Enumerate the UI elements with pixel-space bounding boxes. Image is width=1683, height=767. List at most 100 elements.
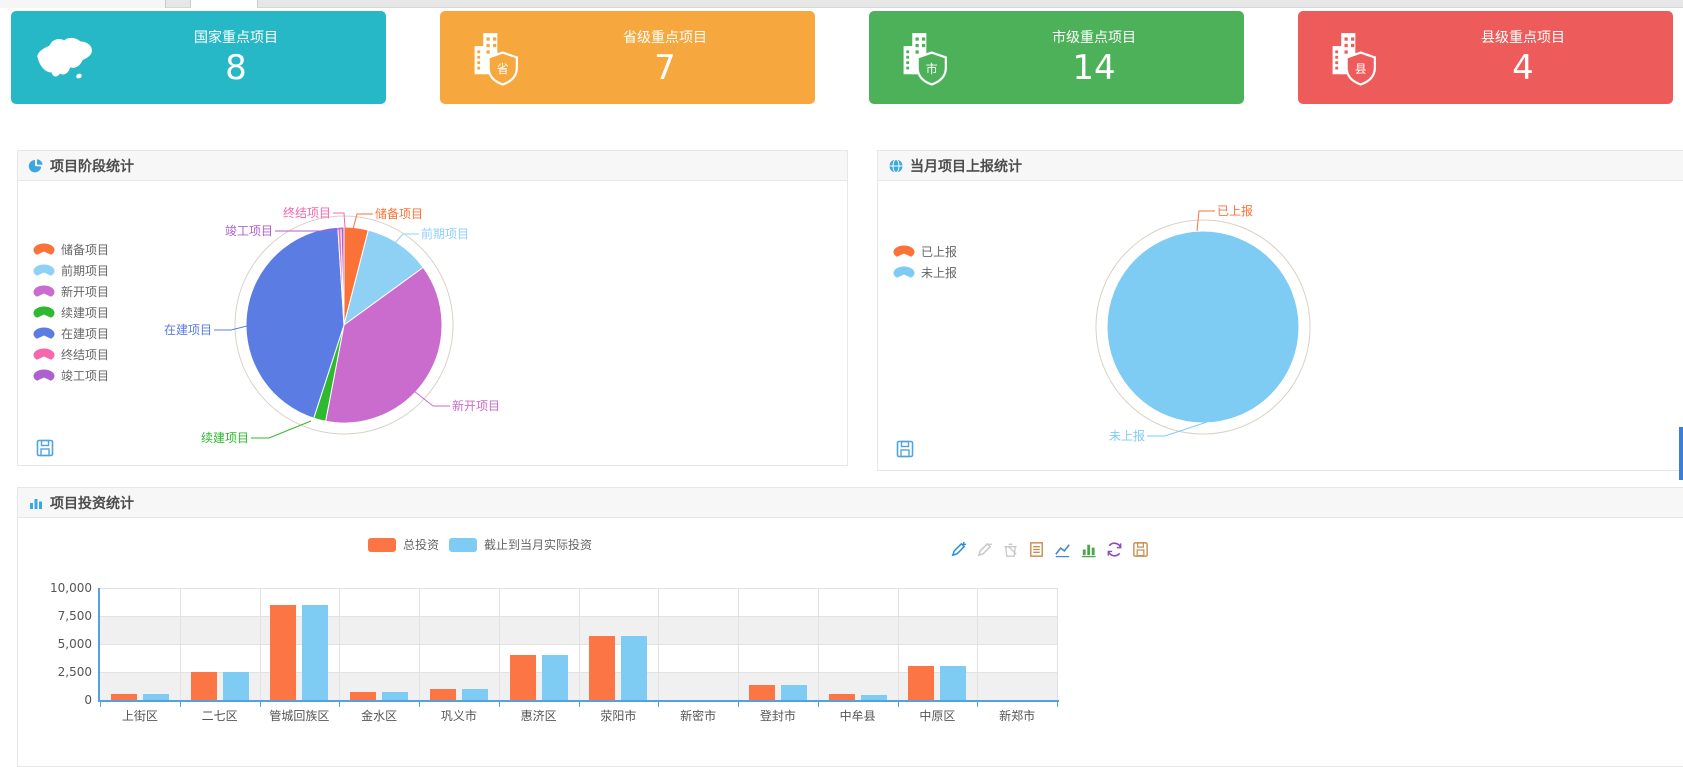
legend-item-新开项目[interactable]: 新开项目 xyxy=(33,281,109,302)
x-axis-tick xyxy=(419,702,420,707)
save-image-icon[interactable] xyxy=(1130,539,1151,560)
bar-截止到当月实际投资-上街区[interactable] xyxy=(142,694,169,700)
save-image-icon[interactable] xyxy=(36,439,54,457)
legend-label: 竣工项目 xyxy=(61,369,110,383)
gridline-x xyxy=(897,588,899,700)
bar-总投资-上街区[interactable] xyxy=(110,694,137,700)
panel-title: 项目投资统计 xyxy=(50,495,134,512)
card-value: 14 xyxy=(1072,47,1116,88)
browser-tab-strip xyxy=(0,0,1683,8)
legend-item-终结项目[interactable]: 终结项目 xyxy=(33,344,109,365)
bar-截止到当月实际投资-管城回族区[interactable] xyxy=(302,604,329,700)
legend-label: 总投资 xyxy=(403,538,440,552)
line-chart-icon[interactable] xyxy=(1052,539,1073,560)
gridline-x xyxy=(817,588,819,700)
pie-slice-新开项目[interactable] xyxy=(325,266,443,424)
save-image-icon[interactable] xyxy=(896,440,914,458)
legend-marker xyxy=(33,347,55,360)
bar-总投资-登封市[interactable] xyxy=(748,684,775,700)
gridline-x xyxy=(658,588,660,700)
bar-总投资-巩义市[interactable] xyxy=(429,689,456,700)
tab-strip-left-segment xyxy=(0,0,166,8)
bar-总投资-金水区[interactable] xyxy=(350,691,377,700)
y-axis-label-5,000: 5,000 xyxy=(57,637,92,651)
legend-item-总投资[interactable]: 总投资 xyxy=(368,536,439,553)
legend-marker xyxy=(33,368,55,381)
bar-截止到当月实际投资-二七区[interactable] xyxy=(222,672,249,700)
x-axis-label-荥阳市: 荥阳市 xyxy=(600,709,637,723)
panel-title: 项目阶段统计 xyxy=(50,158,134,175)
mark-add-icon[interactable] xyxy=(948,539,969,560)
legend-item-已上报[interactable]: 已上报 xyxy=(893,241,957,262)
china-map-icon xyxy=(11,33,116,83)
bar-截止到当月实际投资-惠济区[interactable] xyxy=(541,655,568,700)
x-axis-tick xyxy=(817,702,819,707)
stage-pie-legend: 储备项目 前期项目 新开项目续建项目在建项目终结项目竣工项目 xyxy=(33,239,109,386)
x-axis-label-新密市: 新密市 xyxy=(680,709,717,723)
card-value: 8 xyxy=(225,47,247,88)
report-pie-legend: 已上报未上报 xyxy=(893,241,957,283)
legend-marker xyxy=(33,305,55,318)
panel-monthly-report-header: 当月项目上报统计 xyxy=(878,151,1683,181)
x-axis-tick xyxy=(658,702,660,707)
bar-总投资-二七区[interactable] xyxy=(190,672,217,700)
bar-总投资-荥阳市[interactable] xyxy=(589,636,616,700)
panel-investment-header: 项目投资统计 xyxy=(18,488,1683,518)
bar-截止到当月实际投资-中原区[interactable] xyxy=(940,666,967,700)
gridline-x xyxy=(259,588,261,700)
legend-marker xyxy=(893,265,915,278)
bar-总投资-管城回族区[interactable] xyxy=(270,604,297,700)
card-county-projects[interactable]: 县 县级重点项目 4 xyxy=(1298,11,1673,104)
legend-item-储备项目[interactable]: 储备项目 xyxy=(33,239,109,260)
x-axis-tick xyxy=(897,702,899,707)
data-view-icon[interactable] xyxy=(1026,539,1047,560)
x-axis-label-中原区: 中原区 xyxy=(919,709,956,723)
mark-undo-icon[interactable] xyxy=(974,539,995,560)
bar-总投资-中原区[interactable] xyxy=(908,666,935,700)
legend-label: 续建项目 xyxy=(61,306,110,320)
pie-slice-在建项目[interactable] xyxy=(245,226,345,419)
bar-chart-icon[interactable] xyxy=(1078,539,1099,560)
x-axis-label-金水区: 金水区 xyxy=(361,709,398,723)
legend-marker xyxy=(33,242,55,255)
active-tab[interactable] xyxy=(190,0,258,8)
x-axis-label-惠济区: 惠济区 xyxy=(520,709,557,723)
bar-截止到当月实际投资-中牟县[interactable] xyxy=(860,694,887,700)
bar-chart-legend: 总投资 截止到当月实际投资 xyxy=(368,536,592,553)
pie-slice-未上报[interactable] xyxy=(1106,230,1300,424)
x-axis-tick xyxy=(339,702,341,707)
x-axis-tick xyxy=(578,702,580,707)
x-axis-label-新郑市: 新郑市 xyxy=(999,709,1036,723)
card-value: 7 xyxy=(654,47,676,88)
gridline-x xyxy=(419,588,420,700)
bar-chart-icon xyxy=(30,498,42,509)
legend-item-未上报[interactable]: 未上报 xyxy=(893,262,957,283)
legend-item-续建项目[interactable]: 续建项目 xyxy=(33,302,109,323)
y-axis-label-10,000: 10,000 xyxy=(50,581,92,595)
vertical-scrollbar-thumb[interactable] xyxy=(1679,427,1683,480)
card-province-projects[interactable]: 省 省级重点项目 7 xyxy=(440,11,815,104)
card-national-projects[interactable]: 国家重点项目 8 xyxy=(11,11,386,104)
x-axis-tick xyxy=(498,702,500,707)
panel-project-stage-header: 项目阶段统计 xyxy=(18,151,847,181)
legend-item-截止到当月实际投资[interactable]: 截止到当月实际投资 xyxy=(449,536,592,553)
gridline-x xyxy=(578,588,580,700)
bar-截止到当月实际投资-登封市[interactable] xyxy=(780,684,807,700)
restore-icon[interactable] xyxy=(1104,539,1125,560)
bar-总投资-惠济区[interactable] xyxy=(509,655,536,700)
legend-item-竣工项目[interactable]: 竣工项目 xyxy=(33,365,109,386)
bar-截止到当月实际投资-金水区[interactable] xyxy=(382,691,409,700)
mark-clear-icon[interactable] xyxy=(1000,539,1021,560)
bar-总投资-中牟县[interactable] xyxy=(828,693,855,700)
card-title: 县级重点项目 xyxy=(1481,29,1565,46)
bar-截止到当月实际投资-荥阳市[interactable] xyxy=(621,636,648,700)
legend-marker xyxy=(893,244,915,257)
legend-item-前期项目[interactable]: 前期项目 xyxy=(33,260,109,281)
chart-toolbox xyxy=(948,539,1151,560)
legend-item-在建项目[interactable]: 在建项目 xyxy=(33,323,109,344)
card-city-projects[interactable]: 市 市级重点项目 14 xyxy=(869,11,1244,104)
bar-截止到当月实际投资-巩义市[interactable] xyxy=(461,689,488,700)
svg-text:省: 省 xyxy=(496,62,508,76)
legend-label: 未上报 xyxy=(921,266,958,280)
legend-label: 终结项目 xyxy=(61,348,110,362)
